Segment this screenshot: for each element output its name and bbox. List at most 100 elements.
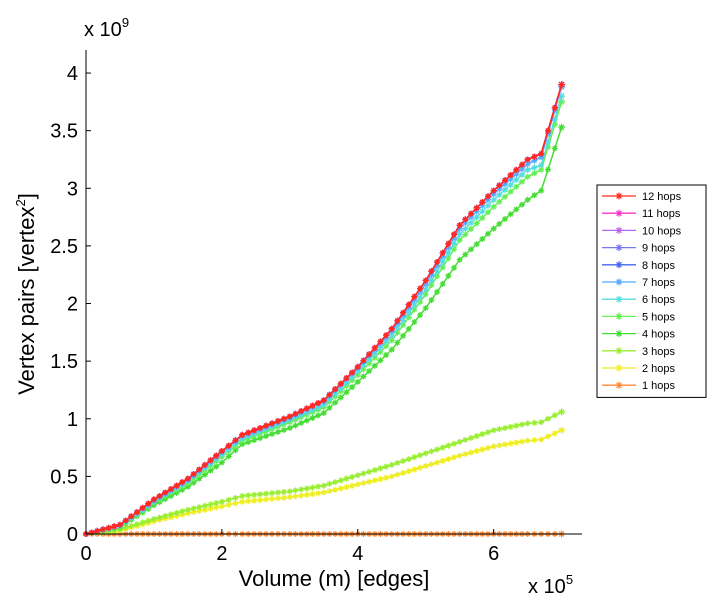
data-point xyxy=(507,211,514,218)
data-point xyxy=(349,374,356,381)
data-point xyxy=(263,490,270,497)
data-point xyxy=(274,495,281,502)
data-point xyxy=(320,397,327,404)
data-point xyxy=(150,516,157,523)
data-point xyxy=(145,500,152,507)
data-point xyxy=(298,419,305,426)
legend-item: 5 hops xyxy=(602,311,676,323)
data-point xyxy=(400,469,407,476)
data-point xyxy=(439,264,446,271)
data-point xyxy=(434,262,441,269)
data-point xyxy=(225,496,232,503)
data-point xyxy=(111,523,118,530)
data-point xyxy=(150,496,157,503)
data-point xyxy=(263,496,270,503)
data-point xyxy=(116,521,123,528)
data-point xyxy=(213,500,220,507)
data-point xyxy=(366,478,373,485)
data-point xyxy=(354,378,361,385)
data-point xyxy=(139,519,146,526)
data-point xyxy=(411,293,418,300)
data-point xyxy=(428,448,435,455)
series-12-hops xyxy=(83,81,566,537)
data-point xyxy=(179,486,186,493)
legend-label: 3 hops xyxy=(642,346,676,358)
data-point xyxy=(473,220,480,227)
data-point xyxy=(411,302,418,309)
data-point xyxy=(207,501,214,508)
data-point xyxy=(207,505,214,512)
data-point xyxy=(354,363,361,370)
data-point xyxy=(251,437,258,444)
data-point xyxy=(551,121,558,128)
legend-marker xyxy=(615,209,623,217)
data-point xyxy=(257,424,264,431)
data-point xyxy=(280,494,287,501)
data-point xyxy=(320,410,327,416)
data-point xyxy=(490,187,497,194)
data-point xyxy=(558,81,566,89)
legend-label: 6 hops xyxy=(642,294,676,306)
data-point xyxy=(513,422,520,429)
data-point xyxy=(371,362,378,369)
data-point xyxy=(343,379,350,386)
data-point xyxy=(315,404,322,411)
data-point xyxy=(263,433,270,440)
data-point xyxy=(377,338,384,345)
data-point xyxy=(245,492,252,499)
data-point xyxy=(388,337,395,344)
data-point xyxy=(501,177,508,184)
data-point xyxy=(507,423,514,430)
data-point xyxy=(218,503,225,510)
data-point xyxy=(479,235,486,242)
data-point xyxy=(422,463,429,470)
data-point xyxy=(162,489,169,496)
data-point xyxy=(218,498,225,505)
data-point xyxy=(411,454,418,461)
data-point xyxy=(167,486,174,493)
legend-marker xyxy=(615,347,623,355)
data-point xyxy=(473,204,480,211)
data-point xyxy=(207,457,214,464)
data-point xyxy=(451,454,458,461)
data-point xyxy=(145,517,152,524)
data-point xyxy=(354,481,361,488)
data-point xyxy=(545,139,552,146)
data-point xyxy=(468,246,475,253)
legend-label: 11 hops xyxy=(642,208,681,220)
data-point xyxy=(545,127,552,134)
data-point xyxy=(462,451,469,458)
data-point xyxy=(490,191,497,198)
data-point xyxy=(105,524,112,531)
data-point xyxy=(545,144,552,151)
data-point xyxy=(190,509,197,516)
y-tick-label: 4 xyxy=(67,63,78,85)
legend-item: 6 hops xyxy=(602,294,676,306)
data-point xyxy=(280,488,287,495)
data-point xyxy=(315,400,322,407)
data-point xyxy=(213,504,220,511)
legend-marker xyxy=(615,312,623,320)
data-point xyxy=(173,482,180,489)
legend-label: 4 hops xyxy=(642,329,676,341)
x-axis-label: Volume (m) [edges] xyxy=(239,566,430,591)
data-point xyxy=(490,196,497,203)
data-point xyxy=(201,461,208,468)
data-point xyxy=(445,244,452,251)
data-point xyxy=(411,318,418,325)
y-tick-label: 2.5 xyxy=(50,236,78,258)
data-point xyxy=(360,362,367,369)
data-point xyxy=(411,306,418,313)
data-point xyxy=(518,438,525,445)
data-point xyxy=(545,166,552,173)
data-point xyxy=(456,222,463,229)
data-point xyxy=(360,373,367,380)
data-point xyxy=(428,461,435,468)
data-point xyxy=(232,500,239,507)
data-point xyxy=(349,377,356,384)
data-point xyxy=(225,442,232,449)
data-point xyxy=(524,437,531,444)
data-point xyxy=(292,410,299,417)
data-point xyxy=(473,241,480,248)
data-point xyxy=(303,417,310,424)
